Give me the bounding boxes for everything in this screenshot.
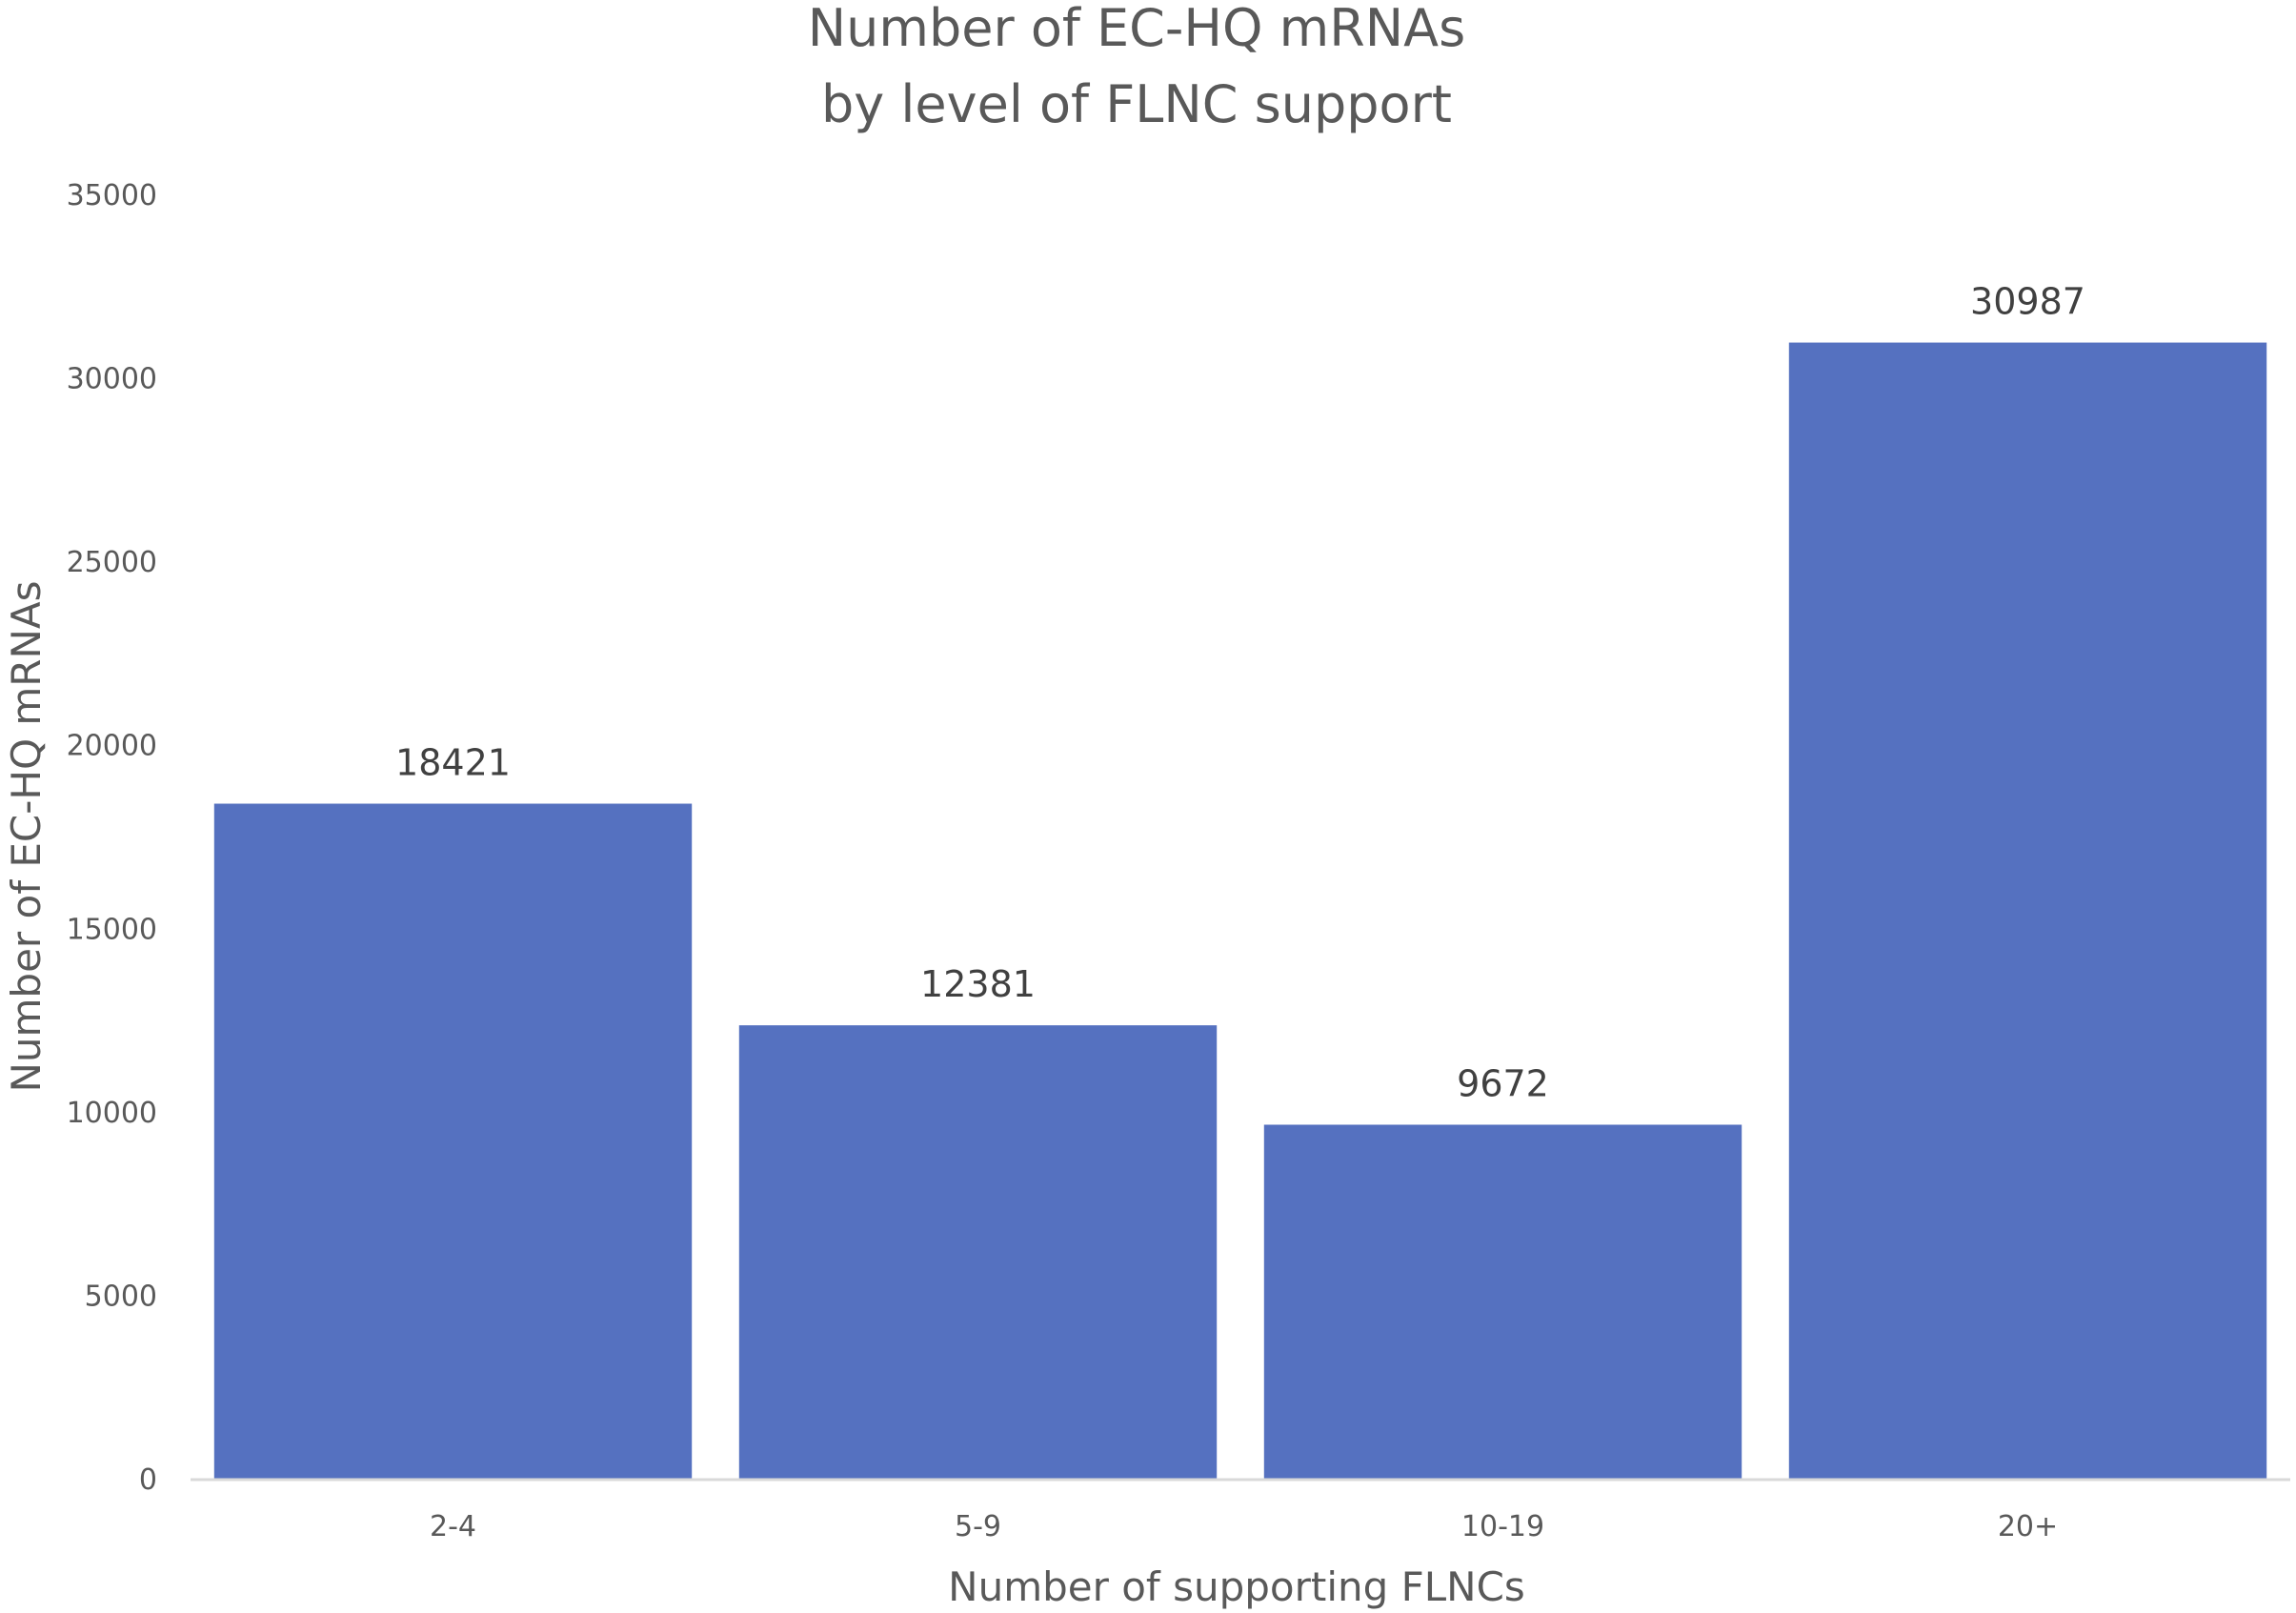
y-axis-ticks: 0 5000 10000 15000 20000 25000 30000 35000 [67,179,157,1497]
x-tick-label: 10-19 [1461,1510,1544,1543]
x-tick-label: 20+ [1998,1510,2058,1543]
bar-value-label: 9672 [1457,1062,1549,1104]
y-axis-title: Number of EC-HQ mRNAs [3,580,50,1092]
y-tick-label: 35000 [67,179,157,212]
bar-value-label: 12381 [920,963,1036,1005]
y-tick-label: 15000 [67,913,157,946]
x-tick-label: 2-4 [430,1510,476,1543]
x-axis-title: Number of supporting FLNCs [948,1563,1525,1610]
y-tick-label: 0 [139,1463,157,1497]
bar-2-4 [213,803,693,1480]
chart-subtitle: by level of FLNC support [821,74,1452,134]
bar-5-9 [738,1025,1218,1480]
bar-10-19 [1263,1124,1742,1480]
bar-value-label: 30987 [1970,281,2085,323]
y-tick-label: 5000 [85,1280,157,1313]
bars-group [213,342,2267,1480]
x-tick-label: 5-9 [955,1510,1001,1543]
y-tick-label: 30000 [67,363,157,396]
bar-20+ [1788,342,2267,1480]
y-tick-label: 10000 [67,1097,157,1130]
data-labels-group: 18421 12381 9672 30987 [395,281,2085,1105]
bar-value-label: 18421 [395,742,511,784]
x-axis-ticks: 2-4 5-9 10-19 20+ [430,1510,2058,1543]
y-tick-label: 25000 [67,546,157,579]
y-tick-label: 20000 [67,730,157,763]
chart-title: Number of EC-HQ mRNAs [808,0,1465,58]
